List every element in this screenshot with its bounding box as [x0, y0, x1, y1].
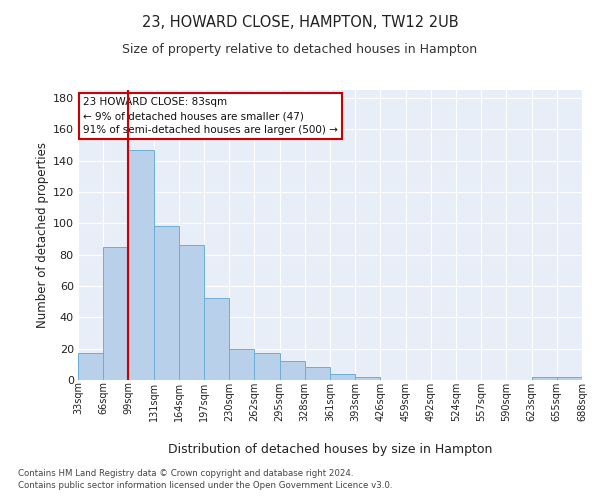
- Bar: [330, 374, 355, 380]
- Text: Distribution of detached houses by size in Hampton: Distribution of detached houses by size …: [168, 442, 492, 456]
- Text: 23, HOWARD CLOSE, HAMPTON, TW12 2UB: 23, HOWARD CLOSE, HAMPTON, TW12 2UB: [142, 15, 458, 30]
- Text: 23 HOWARD CLOSE: 83sqm
← 9% of detached houses are smaller (47)
91% of semi-deta: 23 HOWARD CLOSE: 83sqm ← 9% of detached …: [83, 97, 338, 135]
- Bar: [128, 150, 154, 380]
- Bar: [305, 368, 330, 380]
- Bar: [179, 245, 204, 380]
- Bar: [204, 298, 229, 380]
- Bar: [254, 354, 280, 380]
- Bar: [280, 361, 305, 380]
- Bar: [532, 377, 557, 380]
- Bar: [154, 226, 179, 380]
- Text: Size of property relative to detached houses in Hampton: Size of property relative to detached ho…: [122, 42, 478, 56]
- Bar: [355, 377, 380, 380]
- Y-axis label: Number of detached properties: Number of detached properties: [35, 142, 49, 328]
- Text: Contains HM Land Registry data © Crown copyright and database right 2024.: Contains HM Land Registry data © Crown c…: [18, 469, 353, 478]
- Bar: [78, 354, 103, 380]
- Bar: [557, 377, 582, 380]
- Text: Contains public sector information licensed under the Open Government Licence v3: Contains public sector information licen…: [18, 481, 392, 490]
- Bar: [103, 247, 128, 380]
- Bar: [229, 348, 254, 380]
